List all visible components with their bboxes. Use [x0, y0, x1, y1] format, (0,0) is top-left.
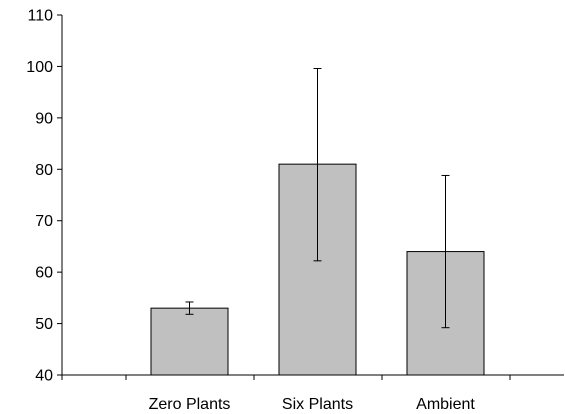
x-category-label: Ambient	[416, 396, 475, 413]
y-tick-label: 60	[35, 265, 53, 282]
y-tick-label: 100	[26, 59, 53, 76]
y-tick-label: 50	[35, 316, 53, 333]
bars	[150, 163, 485, 376]
x-category-label: Six Plants	[282, 396, 353, 413]
error-bars	[185, 67, 450, 329]
labels: 40 50 60 70 80 90 100 110 Zero Plants Six Plants A…	[26, 8, 475, 414]
y-tick-label: 70	[35, 213, 53, 230]
bar	[150, 307, 229, 376]
y-tick-label: 90	[35, 110, 53, 127]
x-category-label: Zero Plants	[149, 396, 231, 413]
y-tick-label: 110	[27, 8, 53, 25]
y-tick-label: 80	[35, 162, 53, 179]
y-tick-label: 40	[35, 368, 53, 385]
